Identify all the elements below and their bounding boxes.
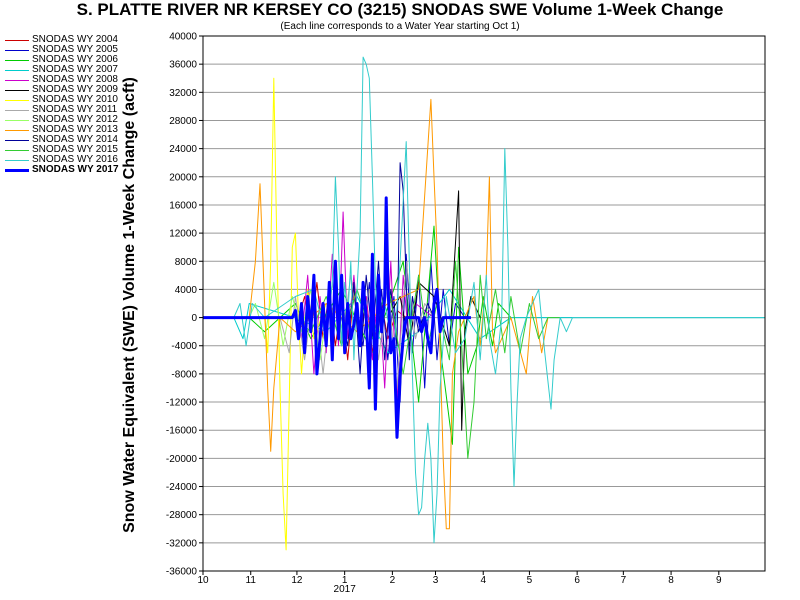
legend-label: SNODAS WY 2008 bbox=[32, 74, 118, 85]
x-tick-label: 1 bbox=[342, 575, 348, 586]
series-line-snodas-wy-2009 bbox=[387, 190, 481, 431]
legend-swatch bbox=[5, 69, 29, 71]
y-tick-label: -4000 bbox=[171, 341, 197, 352]
y-tick-label: 28000 bbox=[169, 116, 197, 127]
x-tick-label: 10 bbox=[197, 575, 209, 586]
legend-swatch bbox=[5, 59, 29, 61]
y-tick-label: -20000 bbox=[166, 454, 198, 465]
series-layer bbox=[203, 56, 765, 551]
legend-item: SNODAS WY 2004 bbox=[5, 35, 119, 45]
legend-label: SNODAS WY 2016 bbox=[32, 154, 118, 165]
legend-item: SNODAS WY 2017 bbox=[5, 165, 119, 175]
legend-swatch bbox=[5, 89, 29, 91]
x-tick-label: 9 bbox=[716, 575, 722, 586]
legend-label: SNODAS WY 2009 bbox=[32, 84, 118, 95]
y-tick-label: 20000 bbox=[169, 172, 197, 183]
legend-swatch bbox=[5, 79, 29, 81]
y-tick-label: 40000 bbox=[169, 32, 197, 43]
series-line-snodas-wy-2015 bbox=[295, 260, 561, 459]
legend-item: SNODAS WY 2014 bbox=[5, 135, 119, 145]
legend-label: SNODAS WY 2015 bbox=[32, 144, 118, 155]
legend-swatch bbox=[5, 139, 29, 141]
x-tick-label: 3 bbox=[433, 575, 439, 586]
legend-item: SNODAS WY 2005 bbox=[5, 45, 119, 55]
legend-label: SNODAS WY 2007 bbox=[32, 64, 118, 75]
legend-item: SNODAS WY 2006 bbox=[5, 55, 119, 65]
legend-label: SNODAS WY 2014 bbox=[32, 134, 118, 145]
x-tick-label: 11 bbox=[246, 575, 257, 586]
y-axis-ticks: 4000036000320002800024000200001600012000… bbox=[166, 32, 203, 578]
y-tick-label: 36000 bbox=[169, 60, 197, 71]
legend-swatch bbox=[5, 168, 29, 172]
series-line-snodas-wy-2013 bbox=[248, 98, 549, 530]
x-tick-label: 4 bbox=[480, 575, 486, 586]
y-tick-label: 12000 bbox=[169, 229, 197, 240]
x-tick-label: 8 bbox=[668, 575, 674, 586]
legend-swatch bbox=[5, 159, 29, 161]
y-tick-label: 0 bbox=[191, 313, 197, 324]
plot-frame bbox=[202, 35, 766, 572]
legend-swatch bbox=[5, 129, 29, 131]
legend-label: SNODAS WY 2012 bbox=[32, 114, 118, 125]
legend-swatch bbox=[5, 99, 29, 101]
y-tick-label: 32000 bbox=[169, 88, 197, 99]
y-tick-label: 24000 bbox=[169, 144, 197, 155]
legend-item: SNODAS WY 2008 bbox=[5, 75, 119, 85]
legend-swatch bbox=[5, 49, 29, 51]
y-tick-label: -16000 bbox=[166, 426, 198, 437]
y-tick-label: 8000 bbox=[175, 257, 198, 268]
x-tick-label: 6 bbox=[574, 575, 580, 586]
legend-label: SNODAS WY 2013 bbox=[32, 124, 118, 135]
legend-item: SNODAS WY 2010 bbox=[5, 95, 119, 105]
y-tick-label: -8000 bbox=[171, 369, 197, 380]
legend-item: SNODAS WY 2013 bbox=[5, 125, 119, 135]
legend-label: SNODAS WY 2011 bbox=[32, 104, 118, 115]
chart-title: S. PLATTE RIVER NR KERSEY CO (3215) SNOD… bbox=[76, 0, 724, 19]
x-year-label: 2017 bbox=[334, 584, 357, 595]
legend-item: SNODAS WY 2007 bbox=[5, 65, 119, 75]
legend-item: SNODAS WY 2011 bbox=[5, 105, 119, 115]
legend-item: SNODAS WY 2009 bbox=[5, 85, 119, 95]
x-tick-label: 2 bbox=[390, 575, 396, 586]
legend-swatch bbox=[5, 119, 29, 121]
x-tick-label: 5 bbox=[527, 575, 533, 586]
series-line-snodas-wy-2006 bbox=[248, 225, 512, 445]
y-tick-label: -28000 bbox=[166, 510, 198, 521]
y-tick-label: 16000 bbox=[169, 200, 197, 211]
y-tick-label: -32000 bbox=[166, 538, 198, 549]
legend-label: SNODAS WY 2005 bbox=[32, 44, 118, 55]
legend-label: SNODAS WY 2017 bbox=[32, 164, 119, 175]
y-tick-label: -36000 bbox=[166, 567, 198, 578]
legend-swatch bbox=[5, 109, 29, 111]
chart-subtitle: (Each line corresponds to a Water Year s… bbox=[280, 21, 520, 32]
x-tick-label: 12 bbox=[291, 575, 303, 586]
y-tick-label: -12000 bbox=[166, 398, 198, 409]
y-tick-label: 4000 bbox=[175, 285, 198, 296]
series-line-snodas-wy-2016 bbox=[233, 56, 765, 544]
legend-swatch bbox=[5, 39, 29, 41]
series-line-snodas-wy-2017 bbox=[203, 196, 471, 439]
legend-label: SNODAS WY 2006 bbox=[32, 54, 118, 65]
legend-item: SNODAS WY 2016 bbox=[5, 155, 119, 165]
y-tick-label: -24000 bbox=[166, 482, 198, 493]
legend: SNODAS WY 2004 SNODAS WY 2005 SNODAS WY 20… bbox=[5, 35, 119, 175]
legend-label: SNODAS WY 2004 bbox=[32, 34, 118, 45]
legend-label: SNODAS WY 2010 bbox=[32, 94, 118, 105]
x-tick-label: 7 bbox=[621, 575, 627, 586]
legend-item: SNODAS WY 2012 bbox=[5, 115, 119, 125]
legend-item: SNODAS WY 2015 bbox=[5, 145, 119, 155]
legend-swatch bbox=[5, 149, 29, 151]
